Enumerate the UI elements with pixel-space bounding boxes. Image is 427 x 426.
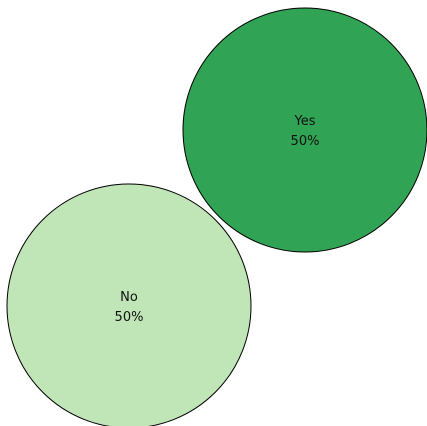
bubble-no: No 50% <box>6 183 252 426</box>
bubble-circle-yes <box>182 7 427 253</box>
bubble-value-label: 50% <box>291 134 320 149</box>
bubble-category-label: Yes <box>294 114 316 129</box>
bubble-category-label: No <box>120 290 138 305</box>
bubble-yes: Yes 50% <box>182 7 427 253</box>
bubble-circle-no <box>6 183 252 426</box>
bubble-value-label: 50% <box>115 310 144 325</box>
